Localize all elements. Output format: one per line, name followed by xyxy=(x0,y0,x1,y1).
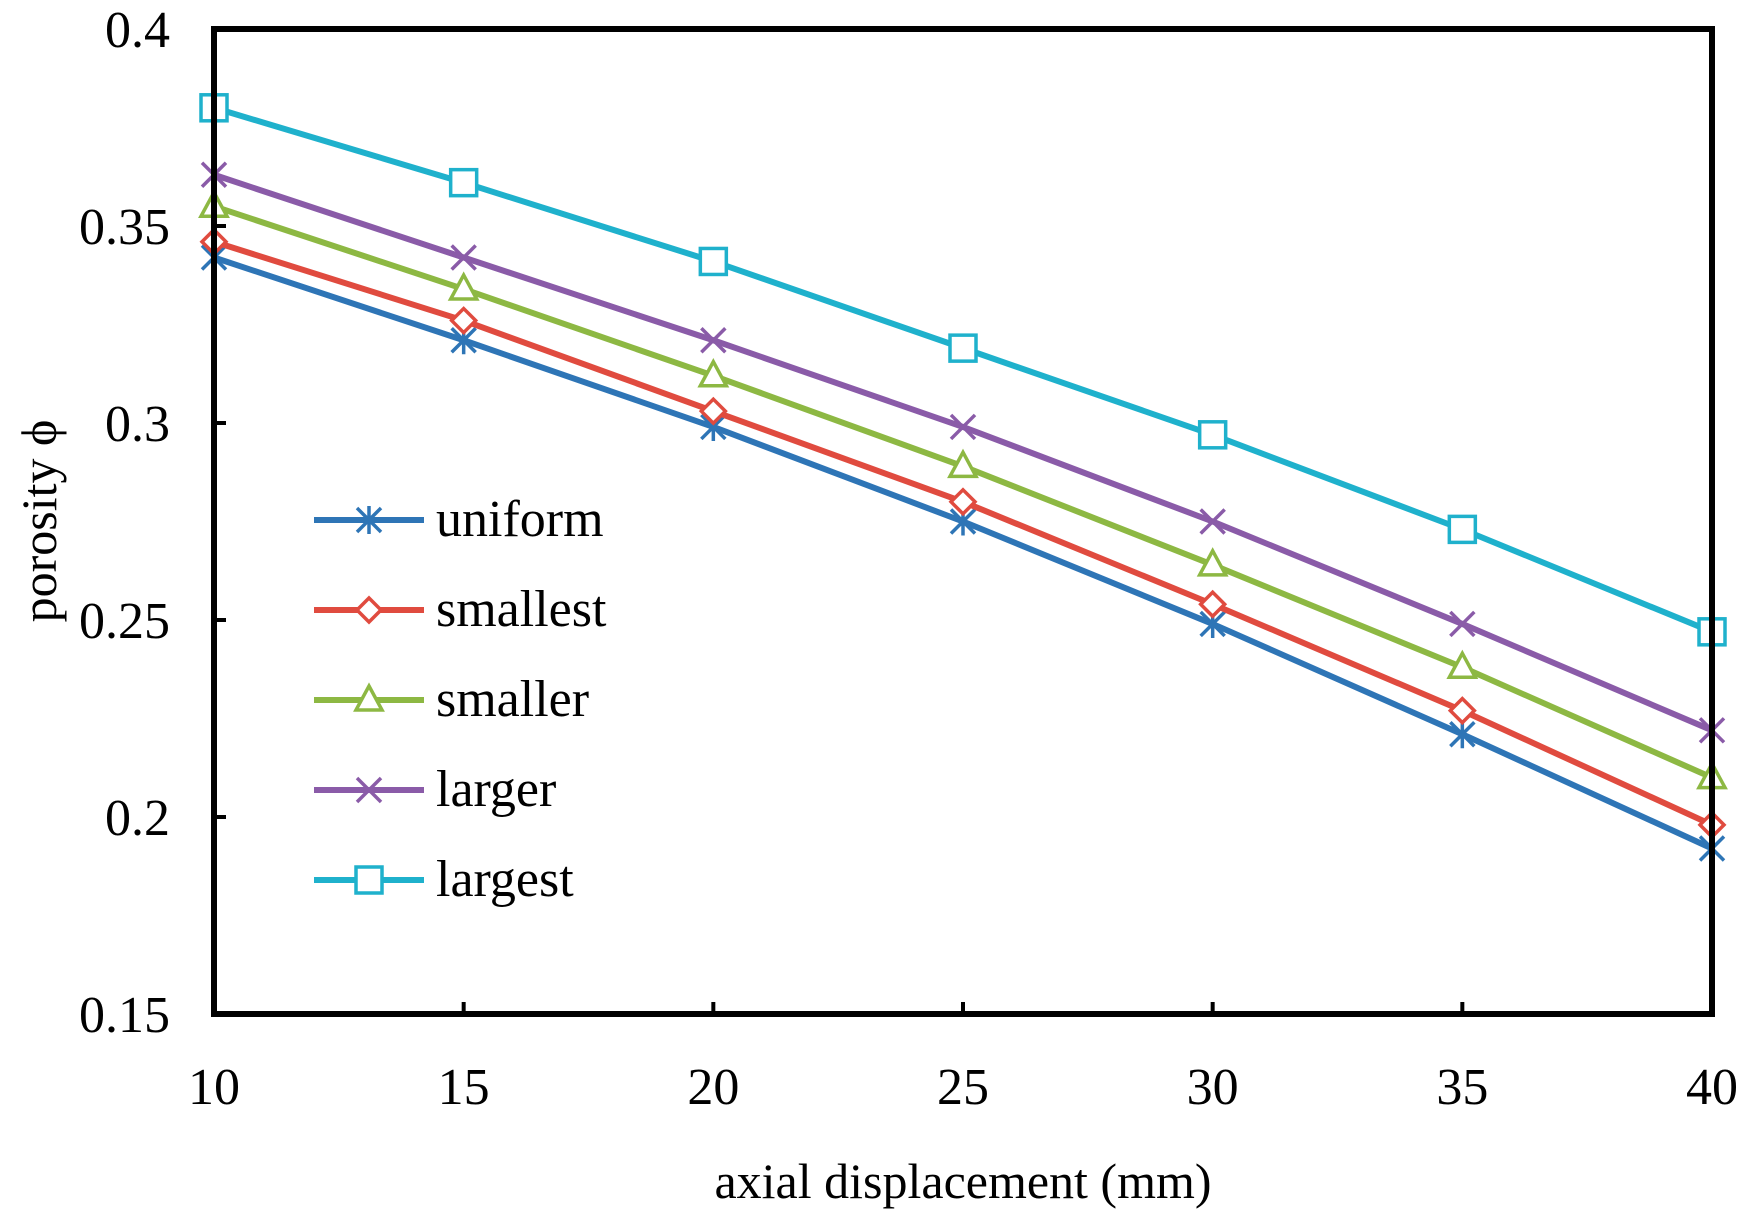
legend-item-smallest: smallest xyxy=(314,581,607,638)
series-layer xyxy=(198,93,1728,863)
data-point-larger xyxy=(700,327,727,354)
legend-label: larger xyxy=(436,761,556,818)
data-point-larger xyxy=(450,244,477,271)
data-point-largest xyxy=(1447,514,1478,545)
legend: uniform smallest smaller larger largest xyxy=(314,491,607,908)
data-point-smaller xyxy=(697,358,730,388)
data-point-smaller xyxy=(447,271,480,301)
legend-label: uniform xyxy=(436,491,604,548)
x-tick-label: 10 xyxy=(188,1059,240,1116)
x-tick-label: 25 xyxy=(937,1059,989,1116)
legend-swatch-marker xyxy=(354,865,384,895)
legend-item-largest: largest xyxy=(314,851,574,908)
data-point-larger xyxy=(1449,610,1476,638)
y-tick-label: 0.25 xyxy=(79,593,170,650)
legend-label: smaller xyxy=(436,671,589,728)
data-point-smallest xyxy=(948,487,978,517)
x-tick-label: 20 xyxy=(687,1059,739,1116)
y-axis-ticks: 0.15 0.2 0.25 0.3 0.35 0.4 xyxy=(79,2,226,1044)
data-point-largest xyxy=(1197,420,1228,450)
x-tick-label: 40 xyxy=(1686,1059,1738,1116)
data-point-largest xyxy=(948,333,978,363)
legend-label: smallest xyxy=(436,581,607,638)
legend-swatch-marker xyxy=(355,506,383,534)
data-point-smallest xyxy=(1198,589,1228,619)
series-uniform xyxy=(200,243,1726,863)
data-point-largest xyxy=(698,246,729,277)
x-axis-ticks: 10 15 20 25 30 35 40 xyxy=(188,1002,1738,1116)
x-tick-label: 30 xyxy=(1187,1059,1239,1116)
series-line-largest xyxy=(213,104,1714,635)
y-tick-label: 0.35 xyxy=(79,199,170,256)
y-tick-label: 0.4 xyxy=(105,2,170,59)
data-point-larger xyxy=(949,413,977,441)
legend-item-smaller: smaller xyxy=(314,671,589,728)
x-axis-title: axial displacement (mm) xyxy=(714,1153,1211,1209)
y-tick-label: 0.3 xyxy=(105,396,170,453)
legend-label: largest xyxy=(436,851,574,908)
legend-item-larger: larger xyxy=(314,761,556,818)
legend-swatch-marker xyxy=(355,776,383,804)
x-tick-label: 35 xyxy=(1436,1059,1488,1116)
data-point-larger xyxy=(1199,508,1226,535)
data-point-smallest xyxy=(449,306,479,336)
x-tick-label: 15 xyxy=(438,1059,490,1116)
data-point-smallest xyxy=(1447,696,1477,726)
series-smallest xyxy=(199,227,1727,840)
data-point-smallest xyxy=(698,396,728,426)
series-largest xyxy=(199,93,1727,647)
y-axis-title: porosity ϕ xyxy=(11,420,67,623)
data-point-smaller xyxy=(1196,547,1229,577)
legend-swatch-marker xyxy=(354,595,384,625)
data-point-smaller xyxy=(1446,649,1479,680)
legend-swatch-marker xyxy=(353,682,385,712)
legend-item-uniform: uniform xyxy=(314,491,604,548)
y-tick-label: 0.2 xyxy=(105,790,170,847)
data-point-smaller xyxy=(947,448,979,479)
data-point-largest xyxy=(448,167,479,198)
y-tick-label: 0.15 xyxy=(79,987,170,1044)
